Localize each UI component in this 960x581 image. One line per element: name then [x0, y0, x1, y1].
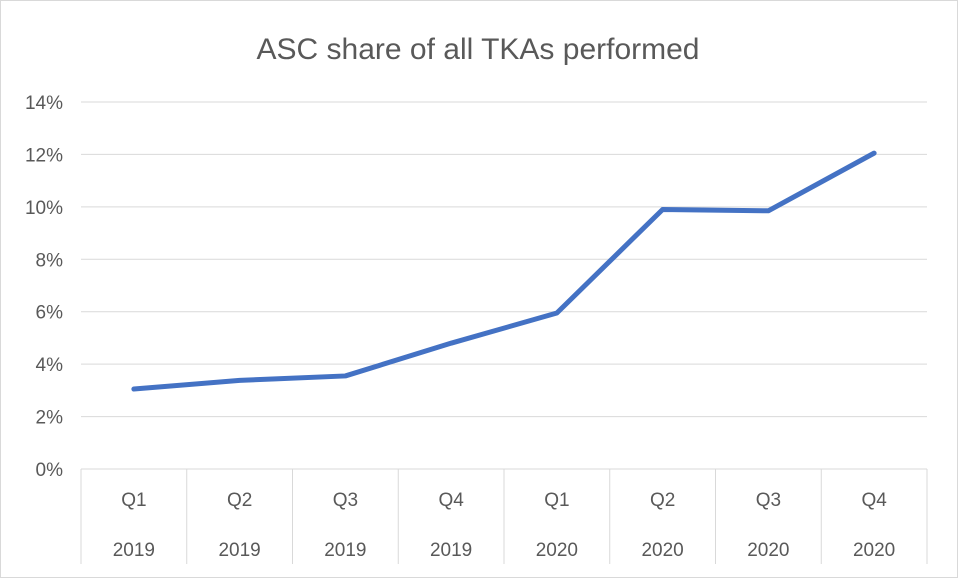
- x-tick-year-label: 2019: [430, 540, 472, 561]
- x-tick-year-label: 2020: [747, 540, 789, 561]
- y-tick-label: 12%: [25, 145, 63, 166]
- x-tick-quarter-label: Q4: [861, 490, 887, 511]
- x-tick-quarter-label: Q4: [438, 490, 464, 511]
- x-axis: Q1 2019 Q2 2019 Q3 2019 Q4 2019 Q1 2020 Q2 2020 Q3 20…: [80, 469, 928, 564]
- y-tick-label: 10%: [25, 198, 63, 219]
- x-tick-year-label: 2019: [113, 540, 155, 561]
- chart-title: ASC share of all TKAs performed: [257, 33, 700, 66]
- x-tick-quarter-label: Q3: [333, 490, 358, 511]
- x-tick-year-label: 2019: [324, 540, 366, 561]
- y-tick-label: 2%: [36, 408, 64, 429]
- x-tick-quarter-label: Q3: [756, 490, 781, 511]
- gridlines: [81, 101, 927, 470]
- x-tick-quarter-label: Q1: [544, 490, 569, 511]
- y-tick-label: 0%: [36, 460, 64, 481]
- x-tick-year-label: 2020: [536, 540, 578, 561]
- series-line: [131, 150, 877, 392]
- y-tick-label: 8%: [36, 250, 64, 271]
- x-tick-year-label: 2019: [218, 540, 260, 561]
- y-axis-ticks: 0% 2% 4% 6% 8% 10% 12% 14%: [25, 93, 63, 481]
- y-tick-label: 14%: [25, 93, 63, 114]
- x-tick-year-label: 2020: [853, 540, 895, 561]
- x-tick-quarter-label: Q1: [121, 490, 146, 511]
- y-tick-label: 4%: [36, 355, 64, 376]
- x-tick-quarter-label: Q2: [227, 490, 252, 511]
- x-tick-year-label: 2020: [641, 540, 683, 561]
- series-layer: [131, 150, 877, 392]
- x-tick-quarter-label: Q2: [650, 490, 675, 511]
- y-tick-label: 6%: [36, 303, 64, 324]
